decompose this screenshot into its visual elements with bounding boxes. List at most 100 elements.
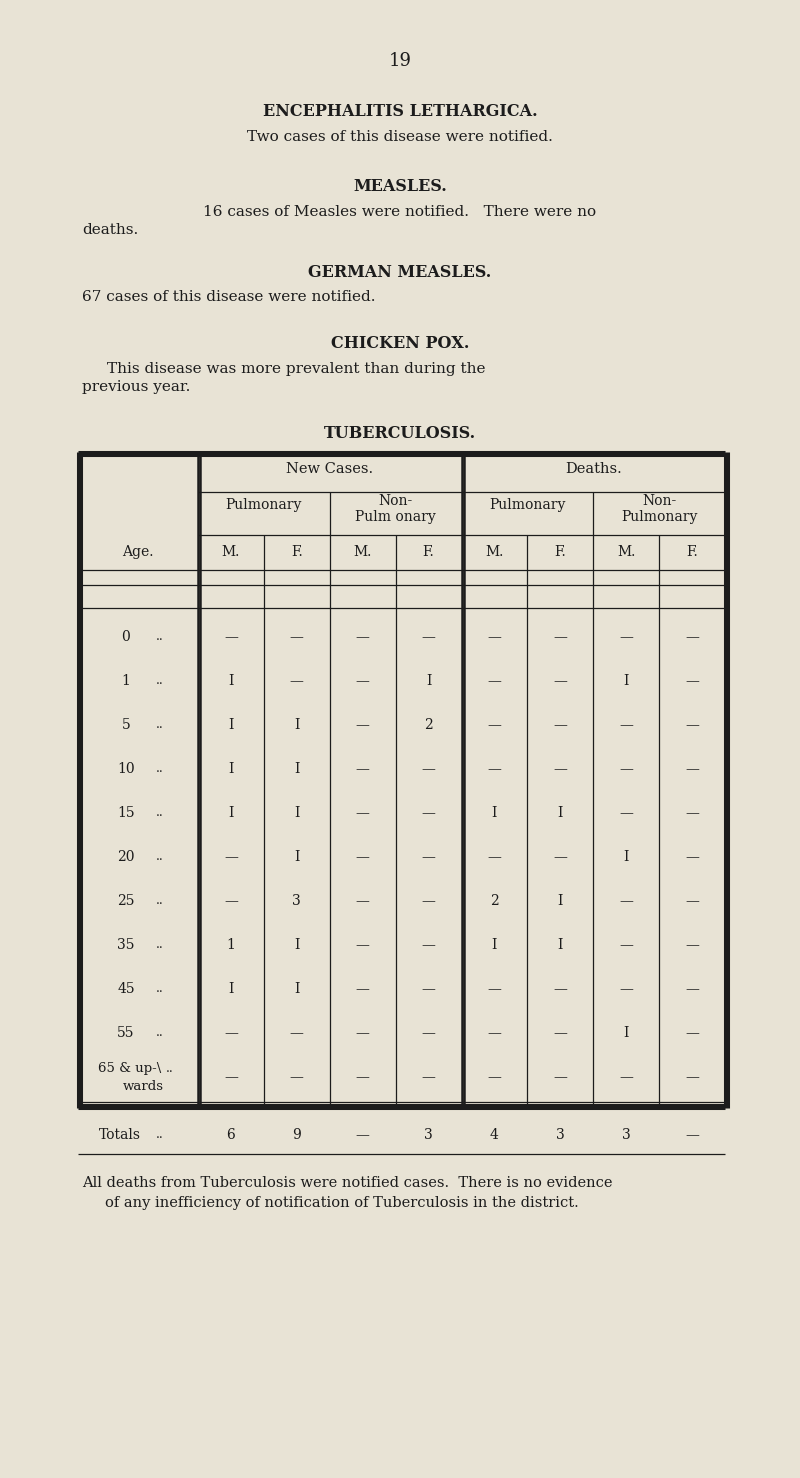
Text: —: — [356, 981, 370, 996]
Text: I: I [623, 674, 629, 687]
Text: I: I [294, 850, 299, 865]
Text: —: — [487, 850, 502, 865]
Text: I: I [426, 674, 431, 687]
Text: —: — [290, 674, 304, 687]
Text: —: — [487, 718, 502, 732]
Text: I: I [228, 981, 234, 996]
Text: previous year.: previous year. [82, 380, 190, 395]
Text: —: — [224, 1026, 238, 1041]
Text: 6: 6 [226, 1128, 235, 1142]
Text: —: — [356, 1128, 370, 1142]
Text: Non-
Pulmonary: Non- Pulmonary [621, 494, 698, 525]
Text: 1: 1 [122, 674, 130, 687]
Text: —: — [224, 630, 238, 644]
Text: F.: F. [686, 545, 698, 559]
Text: —: — [224, 894, 238, 907]
Text: I: I [228, 718, 234, 732]
Text: F.: F. [422, 545, 434, 559]
Text: I: I [623, 850, 629, 865]
Text: —: — [290, 1070, 304, 1083]
Text: —: — [619, 939, 633, 952]
Text: —: — [685, 1070, 699, 1083]
Text: F.: F. [291, 545, 302, 559]
Text: —: — [487, 630, 502, 644]
Text: I: I [558, 894, 563, 907]
Text: —: — [487, 674, 502, 687]
Text: Two cases of this disease were notified.: Two cases of this disease were notified. [247, 130, 553, 143]
Text: —: — [554, 981, 567, 996]
Text: TUBERCULOSIS.: TUBERCULOSIS. [324, 426, 476, 442]
Text: 0: 0 [122, 630, 130, 644]
Text: —: — [356, 939, 370, 952]
Text: —: — [487, 763, 502, 776]
Text: wards: wards [122, 1080, 163, 1094]
Text: 2: 2 [424, 718, 433, 732]
Text: —: — [356, 1070, 370, 1083]
Text: —: — [619, 763, 633, 776]
Text: ..: .. [156, 850, 164, 863]
Text: —: — [356, 763, 370, 776]
Text: 15: 15 [117, 806, 135, 820]
Text: CHICKEN POX.: CHICKEN POX. [331, 336, 469, 352]
Text: Non-
Pulm onary: Non- Pulm onary [355, 494, 436, 525]
Text: ..: .. [156, 630, 164, 643]
Text: ..: .. [156, 718, 164, 732]
Text: ..: .. [156, 806, 164, 819]
Text: —: — [356, 718, 370, 732]
Text: —: — [685, 981, 699, 996]
Text: —: — [356, 630, 370, 644]
Text: —: — [554, 850, 567, 865]
Text: 67 cases of this disease were notified.: 67 cases of this disease were notified. [82, 290, 375, 304]
Text: —: — [619, 806, 633, 820]
Text: 3: 3 [293, 894, 301, 907]
Text: 3: 3 [424, 1128, 433, 1142]
Text: —: — [685, 894, 699, 907]
Text: —: — [487, 981, 502, 996]
Text: —: — [224, 1070, 238, 1083]
Text: ..: .. [156, 981, 164, 995]
Text: —: — [356, 850, 370, 865]
Text: I: I [294, 939, 299, 952]
Text: GERMAN MEASLES.: GERMAN MEASLES. [308, 265, 492, 281]
Text: Age.: Age. [122, 545, 154, 559]
Text: —: — [685, 939, 699, 952]
Text: 16 cases of Measles were notified.   There were no: 16 cases of Measles were notified. There… [203, 205, 597, 219]
Text: I: I [294, 763, 299, 776]
Text: ..: .. [156, 1128, 164, 1141]
Text: 4: 4 [490, 1128, 499, 1142]
Text: —: — [619, 718, 633, 732]
Text: —: — [422, 630, 435, 644]
Text: F.: F. [554, 545, 566, 559]
Text: —: — [554, 1026, 567, 1041]
Text: 19: 19 [389, 52, 411, 69]
Text: I: I [228, 806, 234, 820]
Text: —: — [487, 1070, 502, 1083]
Text: I: I [558, 939, 563, 952]
Text: —: — [422, 806, 435, 820]
Text: I: I [492, 806, 497, 820]
Text: —: — [422, 894, 435, 907]
Text: Deaths.: Deaths. [565, 463, 622, 476]
Text: —: — [554, 674, 567, 687]
Text: —: — [356, 674, 370, 687]
Text: —: — [290, 630, 304, 644]
Text: —: — [619, 1070, 633, 1083]
Text: All deaths from Tuberculosis were notified cases.  There is no evidence: All deaths from Tuberculosis were notifi… [82, 1176, 613, 1190]
Text: 20: 20 [118, 850, 134, 865]
Text: 25: 25 [118, 894, 134, 907]
Text: —: — [356, 1026, 370, 1041]
Text: —: — [290, 1026, 304, 1041]
Text: MEASLES.: MEASLES. [353, 177, 447, 195]
Text: ..: .. [156, 894, 164, 907]
Text: —: — [685, 674, 699, 687]
Text: of any inefficiency of notification of Tuberculosis in the district.: of any inefficiency of notification of T… [105, 1196, 578, 1210]
Text: —: — [685, 763, 699, 776]
Text: —: — [422, 1026, 435, 1041]
Text: M.: M. [354, 545, 372, 559]
Text: —: — [554, 1070, 567, 1083]
Text: ..: .. [156, 939, 164, 950]
Text: —: — [554, 763, 567, 776]
Text: —: — [554, 630, 567, 644]
Text: ENCEPHALITIS LETHARGICA.: ENCEPHALITIS LETHARGICA. [262, 103, 538, 120]
Text: I: I [623, 1026, 629, 1041]
